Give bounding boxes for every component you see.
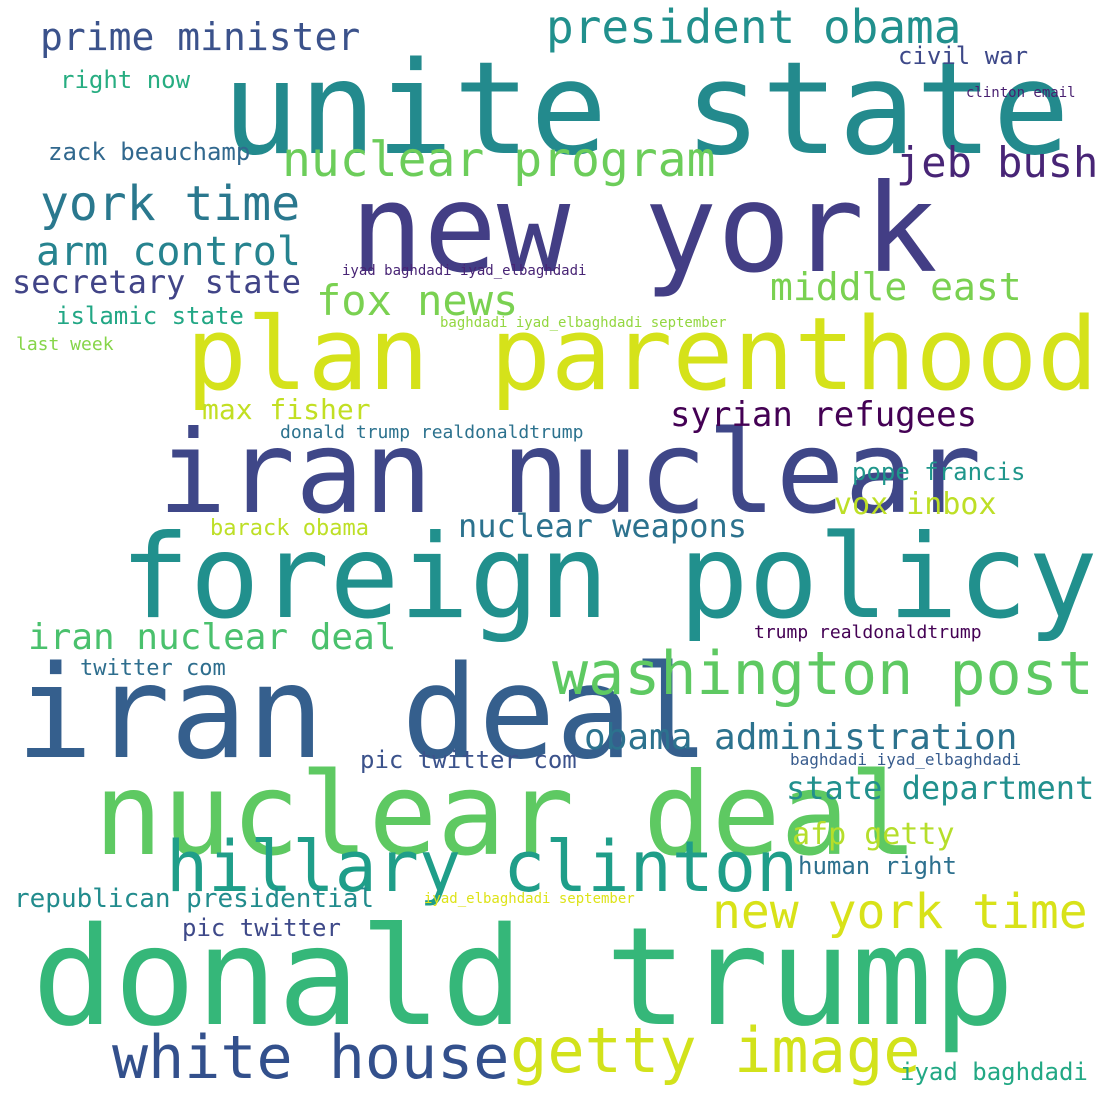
word-syrian-refugees: syrian refugees [670, 395, 978, 435]
word-iyad-baghdadi-iyad-elbaghdadi: iyad baghdadi iyad_elbaghdadi [342, 263, 587, 279]
word-human-right: human right [798, 852, 957, 880]
word-donald-trump: donald trump [32, 899, 1015, 1057]
word-zack-beauchamp: zack beauchamp [48, 138, 251, 166]
word-jeb-bush: jeb bush [896, 138, 1099, 187]
word-arm-control: arm control [36, 229, 301, 275]
word-new-york: new york [350, 158, 938, 300]
word-prime-minister: prime minister [40, 15, 361, 59]
word-president-obama: president obama [546, 0, 962, 54]
word-state-department: state department [786, 769, 1095, 807]
word-pic-twitter-com: pic twitter com [360, 746, 577, 774]
word-vox-inbox: vox inbox [834, 487, 997, 522]
word-last-week: last week [16, 334, 114, 355]
word-white-house: white house [112, 1023, 510, 1093]
word-iyad-elbaghdadi-september: iyad_elbaghdadi september [424, 891, 635, 907]
word-donald-trump-realdonaldtrump: donald trump realdonaldtrump [280, 422, 584, 443]
word-iran-deal: iran deal [16, 639, 710, 788]
word-hillary-clinton: hillary clinton [166, 826, 799, 908]
word-foreign-policy: foreign policy [120, 510, 1098, 645]
word-secretary-state: secretary state [12, 263, 301, 301]
word-iran-nuclear-deal: iran nuclear deal [28, 617, 397, 658]
word-york-time: york time [40, 176, 301, 232]
word-pope-francis: pope francis [852, 458, 1026, 486]
word-afp-getty: afp getty [792, 817, 955, 852]
word-baghdadi-iyad-elbaghdadi-september: baghdadi iyad_elbaghdadi september [440, 315, 727, 331]
word-right-now: right now [60, 66, 191, 94]
word-plan-parenthood: plan parenthood [186, 295, 1099, 413]
word-pic-twitter: pic twitter [182, 914, 341, 942]
word-republican-presidential: republican presidential [14, 884, 375, 914]
word-iyad-baghdadi: iyad baghdadi [900, 1058, 1088, 1086]
word-obama-administration: obama administration [584, 717, 1018, 758]
word-getty-image: getty image [510, 1014, 921, 1087]
word-iran-nuclear: iran nuclear [158, 406, 982, 539]
word-trump-realdonaldtrump: trump realdonaldtrump [754, 622, 982, 643]
word-washington-post: washington post [552, 639, 1094, 709]
word-twitter-com: twitter com [80, 656, 226, 681]
word-nuclear-deal: nuclear deal [94, 748, 918, 881]
word-barack-obama: barack obama [210, 516, 369, 541]
word-max-fisher: max fisher [202, 393, 371, 426]
word-civil-war: civil war [898, 42, 1029, 70]
word-clinton-email: clinton email [966, 85, 1076, 101]
word-fox-news: fox news [316, 276, 519, 325]
word-islamic-state: islamic state [56, 302, 244, 330]
word-middle-east: middle east [770, 265, 1022, 309]
word-new-york-time: new york time [712, 884, 1088, 940]
word-baghdadi-iyad-elbaghdadi: baghdadi iyad_elbaghdadi [790, 750, 1022, 769]
word-nuclear-weapons: nuclear weapons [458, 507, 747, 545]
word-unite-state: unite state [222, 35, 1070, 184]
word-nuclear-program: nuclear program [282, 132, 716, 188]
